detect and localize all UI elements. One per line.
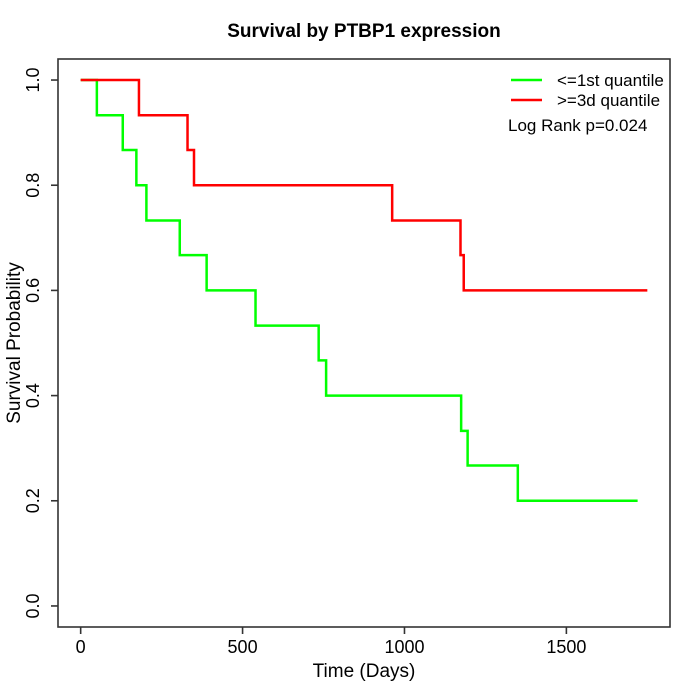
- x-axis-label: Time (Days): [313, 661, 416, 682]
- survival-curve-high-expression: [80, 78, 648, 292]
- legend-label-third-quantile: >=3d quantile: [557, 91, 660, 110]
- y-tick-label: 0.6: [23, 278, 43, 303]
- y-tick-label: 0.8: [23, 173, 43, 198]
- survival-curves: [80, 78, 648, 503]
- y-axis: 0.0 0.2 0.4 0.6 0.8 1.0: [23, 68, 58, 618]
- x-tick-label: 0: [76, 637, 86, 657]
- y-tick-label: 0.0: [23, 593, 43, 618]
- legend-label-first-quantile: <=1st quantile: [557, 71, 664, 90]
- y-tick-label: 1.0: [23, 68, 43, 93]
- x-axis: 0 500 1000 1500: [76, 627, 586, 657]
- y-tick-label: 0.2: [23, 488, 43, 513]
- legend: <=1st quantile >=3d quantile Log Rank p=…: [508, 71, 664, 135]
- y-axis-label: Survival Probability: [4, 262, 25, 424]
- x-tick-label: 1500: [546, 637, 586, 657]
- survival-curve-low-expression: [80, 78, 638, 503]
- y-tick-label: 0.4: [23, 383, 43, 408]
- log-rank-annotation: Log Rank p=0.024: [508, 116, 647, 135]
- chart-title: Survival by PTBP1 expression: [227, 21, 501, 42]
- x-tick-label: 500: [228, 637, 258, 657]
- x-tick-label: 1000: [384, 637, 424, 657]
- plot-box: [57, 58, 671, 628]
